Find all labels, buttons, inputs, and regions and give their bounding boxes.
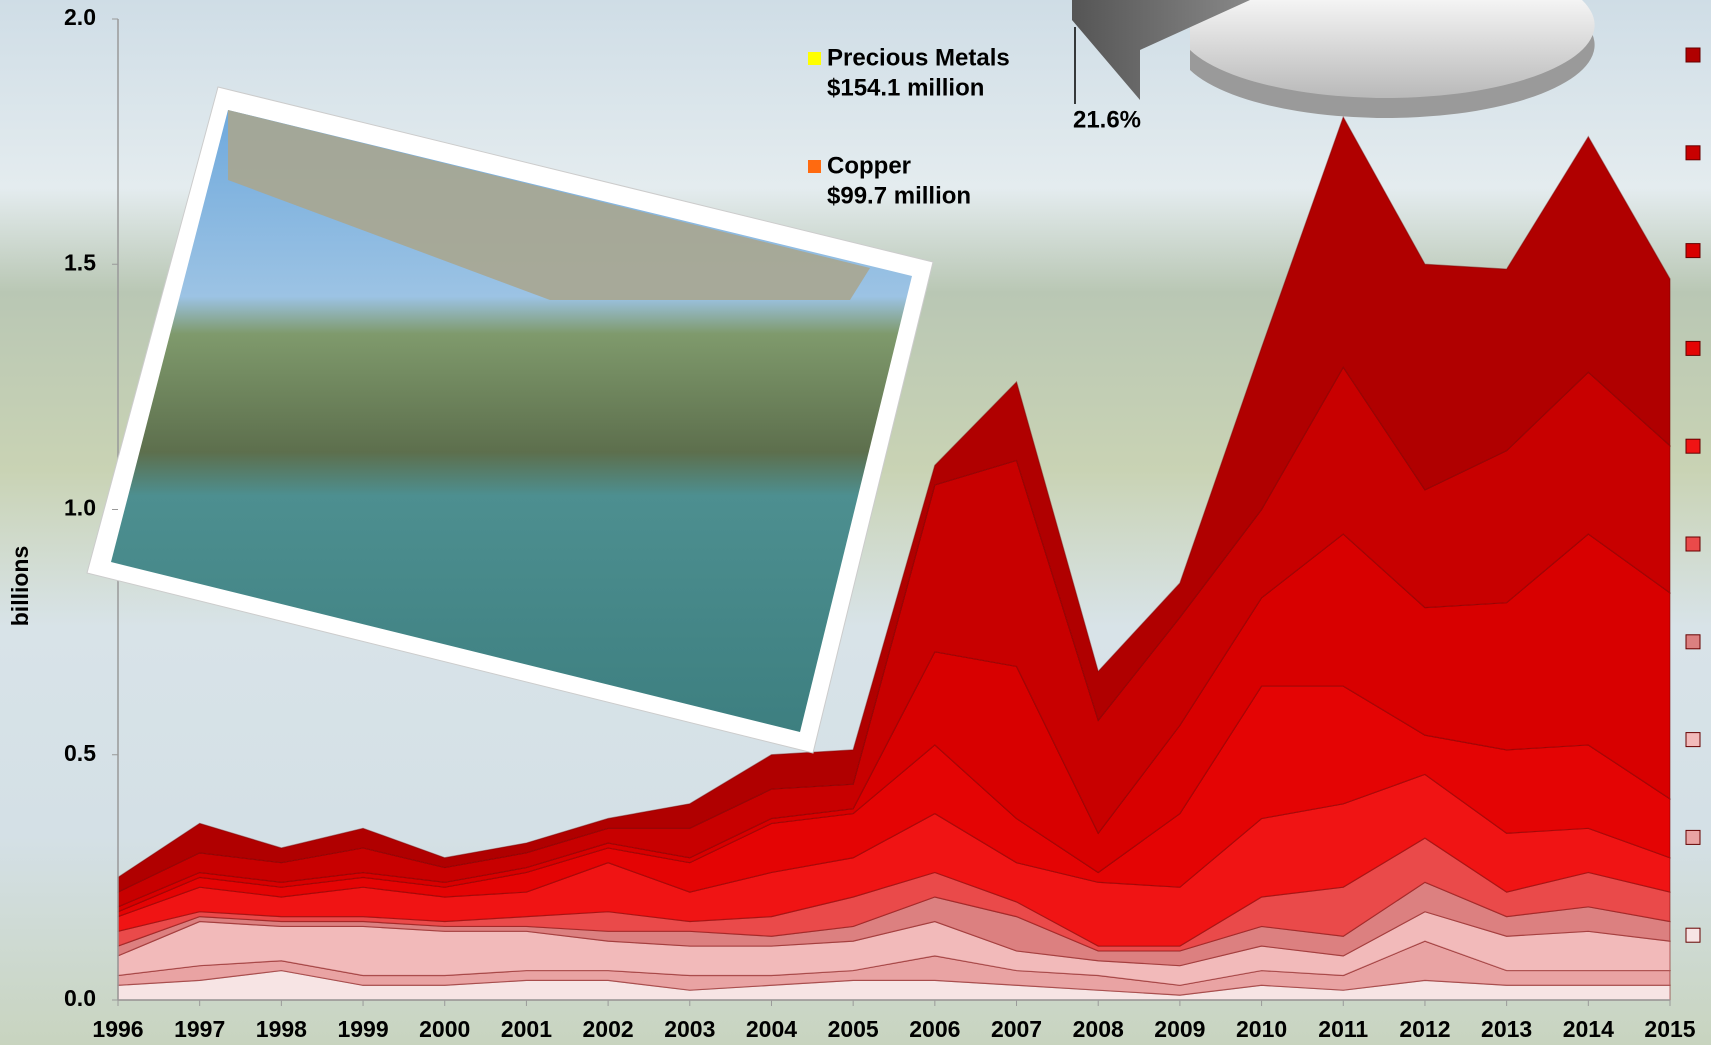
area — [117, 115, 1671, 894]
x-tick-label: 2015 — [1644, 1016, 1695, 1042]
area — [117, 685, 1671, 918]
x-tick-label: 2012 — [1399, 1016, 1450, 1042]
pie-inset — [1072, 0, 1595, 119]
x-tick-label: 2013 — [1481, 1016, 1532, 1042]
x-tick-label: 2011 — [1318, 1016, 1368, 1042]
photo-wing — [228, 110, 870, 300]
legend-swatch — [1685, 829, 1701, 845]
legend — [1685, 47, 1701, 943]
x-tick-label: 2006 — [909, 1016, 960, 1042]
x-tick-label: 2002 — [583, 1016, 634, 1042]
area — [117, 773, 1671, 947]
x-tick-label: 2014 — [1563, 1016, 1614, 1042]
x-tick-label: 1996 — [92, 1016, 143, 1042]
y-tick-label: 2.0 — [64, 4, 96, 30]
legend-swatch — [1685, 732, 1701, 748]
y-tick-label: 0.0 — [64, 985, 96, 1011]
legend-swatch — [1685, 340, 1701, 356]
x-tick-label: 2005 — [828, 1016, 879, 1042]
y-tick-label: 1.5 — [64, 249, 96, 275]
pie-slice — [1190, 0, 1595, 99]
plot-area — [117, 115, 1671, 1001]
x-tick-label: 2010 — [1236, 1016, 1287, 1042]
legend-swatch — [1685, 927, 1701, 943]
legend-swatch — [1685, 243, 1701, 259]
legend-swatch — [1685, 47, 1701, 63]
annotations: Precious Metals $154.1 million Copper $99.7… — [808, 44, 1141, 209]
annotation-name: Copper — [827, 152, 911, 179]
y-tick-label: 1.0 — [64, 495, 96, 521]
y-tick-label: 0.5 — [64, 740, 96, 766]
x-tick-label: 2001 — [501, 1016, 552, 1042]
x-tick-label: 2003 — [664, 1016, 715, 1042]
pie-slice — [1072, 0, 1250, 100]
x-tick-label: 1997 — [174, 1016, 225, 1042]
legend-swatch — [1685, 438, 1701, 454]
legend-swatch — [1685, 536, 1701, 552]
x-tick-label: 2009 — [1154, 1016, 1205, 1042]
annotation-swatch — [808, 160, 821, 173]
x-tick-label: 1999 — [337, 1016, 388, 1042]
annotation-swatch — [808, 52, 821, 65]
legend-swatch — [1685, 145, 1701, 161]
annotation-amount: $154.1 million — [827, 74, 984, 101]
annotation-name: Precious Metals — [827, 44, 1010, 71]
x-tick-label: 2007 — [991, 1016, 1042, 1042]
photo-inset — [86, 86, 934, 754]
x-tick-label: 2004 — [746, 1016, 797, 1042]
x-tick-label: 1998 — [256, 1016, 307, 1042]
x-tick-label: 2008 — [1073, 1016, 1124, 1042]
annotation-amount: $99.7 million — [827, 182, 971, 209]
legend-swatch — [1685, 634, 1701, 650]
pie-percent-label: 21.6% — [1073, 106, 1141, 133]
y-axis-label: billions — [7, 546, 33, 627]
x-tick-label: 2000 — [419, 1016, 470, 1042]
